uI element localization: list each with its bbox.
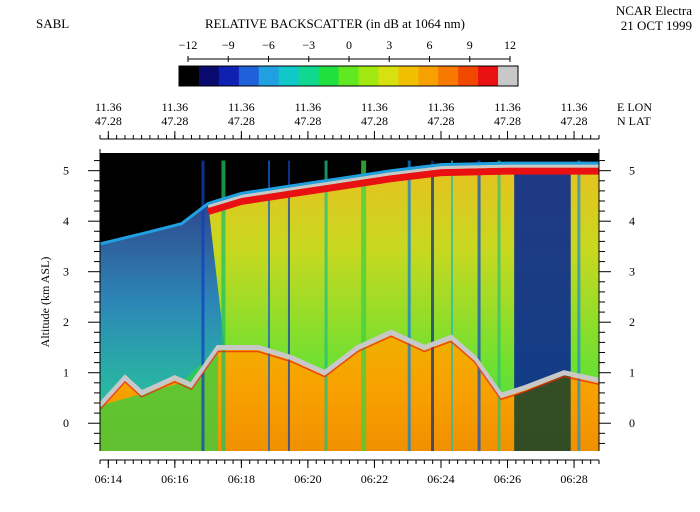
vertical-streak bbox=[497, 160, 501, 451]
y-tick-label-right: 5 bbox=[629, 164, 635, 178]
lon-tick-label: 11.36 bbox=[228, 100, 255, 114]
lon-tick-label: 11.36 bbox=[95, 100, 122, 114]
x-tick-label: 06:14 bbox=[95, 472, 122, 486]
x-tick-label: 06:26 bbox=[494, 472, 521, 486]
colorbar-swatch bbox=[498, 66, 519, 86]
colorbar-tick-label: 3 bbox=[386, 38, 392, 52]
lat-tick-label: 47.28 bbox=[561, 114, 588, 128]
lat-tick-label: 47.28 bbox=[161, 114, 188, 128]
colorbar-tick-label: −6 bbox=[262, 38, 275, 52]
lon-lat-axis: 11.3647.2811.3647.2811.3647.2811.3647.28… bbox=[95, 100, 652, 140]
colorbar-swatch bbox=[478, 66, 499, 86]
x-tick-label: 06:28 bbox=[560, 472, 587, 486]
x-tick-label: 06:18 bbox=[228, 472, 255, 486]
boundary-layer-edge-line bbox=[100, 335, 599, 411]
y-tick-label-right: 2 bbox=[629, 315, 635, 329]
colorbar-tick-label: 0 bbox=[346, 38, 352, 52]
platform-info: NCAR Electra 21 OCT 1999 bbox=[616, 3, 692, 33]
colorbar-tick-label: 9 bbox=[467, 38, 473, 52]
colorbar-swatch bbox=[278, 66, 300, 86]
plot-area bbox=[100, 153, 599, 451]
colorbar-swatch bbox=[318, 66, 340, 86]
colorbar-swatch bbox=[179, 66, 200, 86]
instrument-label: SABL bbox=[36, 16, 70, 31]
vertical-streak bbox=[577, 160, 581, 451]
lon-tick-label: 11.36 bbox=[561, 100, 588, 114]
colorbar-swatch bbox=[398, 66, 419, 86]
colorbar-swatch bbox=[418, 66, 439, 86]
aircraft-altitude-line bbox=[100, 161, 599, 246]
lat-tick-label: 47.28 bbox=[427, 114, 454, 128]
lon-tick-label: 11.36 bbox=[428, 100, 455, 114]
colorbar-swatch bbox=[458, 66, 479, 86]
colorbar-tick-label: −9 bbox=[222, 38, 235, 52]
vertical-streak bbox=[407, 160, 411, 451]
colorbar-title: RELATIVE BACKSCATTER (in dB at 1064 nm) bbox=[205, 16, 465, 31]
colorbar-swatch bbox=[338, 66, 359, 86]
y-tick-label-left: 3 bbox=[63, 265, 69, 279]
y-tick-label-right: 3 bbox=[629, 265, 635, 279]
colorbar-swatch bbox=[198, 66, 220, 86]
lat-tick-label: 47.28 bbox=[228, 114, 255, 128]
y-tick-label-left: 1 bbox=[63, 366, 69, 380]
x-tick-label: 06:24 bbox=[427, 472, 454, 486]
y-axis-label: Altitude (km ASL) bbox=[38, 257, 52, 348]
lat-axis-label: N LAT bbox=[617, 114, 651, 128]
y-tick-label-left: 2 bbox=[63, 315, 69, 329]
platform-name: NCAR Electra bbox=[615, 3, 692, 18]
y-tick-label-right: 0 bbox=[629, 416, 635, 430]
near-field-band bbox=[207, 167, 599, 215]
vertical-streak bbox=[201, 160, 205, 451]
vertical-streak bbox=[361, 160, 367, 451]
boundary-layer-top-line bbox=[100, 329, 599, 408]
lat-tick-label: 47.28 bbox=[95, 114, 122, 128]
boundary-layer-green-zone bbox=[100, 347, 219, 451]
vertical-streak bbox=[287, 160, 290, 451]
colorbar-swatch bbox=[438, 66, 459, 86]
flight-date: 21 OCT 1999 bbox=[620, 18, 692, 33]
colorbar-swatch bbox=[238, 66, 260, 86]
colorbar-tick-label: −3 bbox=[302, 38, 315, 52]
y-tick-label-left: 5 bbox=[63, 164, 69, 178]
clear-air-region bbox=[100, 203, 225, 404]
vertical-streak bbox=[221, 160, 226, 451]
boundary-layer-dark-zone bbox=[514, 372, 571, 451]
lon-tick-label: 11.36 bbox=[361, 100, 388, 114]
colorbar-tick-label: −12 bbox=[179, 38, 198, 52]
colorbar-frame bbox=[178, 65, 519, 87]
colorbar: −12 −9 −6 −3 0 3 6 9 12 bbox=[178, 38, 519, 87]
x-tick-label: 06:22 bbox=[361, 472, 388, 486]
lon-axis-label: E LON bbox=[617, 100, 652, 114]
vertical-streak bbox=[324, 160, 328, 451]
colorbar-swatch bbox=[358, 66, 379, 86]
y-tick-label-left: 4 bbox=[63, 214, 69, 228]
colorbar-tick-label: 12 bbox=[504, 38, 516, 52]
vertical-streak bbox=[431, 160, 435, 451]
lon-tick-label: 11.36 bbox=[162, 100, 189, 114]
lon-tick-label: 11.36 bbox=[295, 100, 322, 114]
saturation-band bbox=[207, 164, 599, 208]
vertical-streak bbox=[450, 160, 453, 451]
lat-tick-label: 47.28 bbox=[361, 114, 388, 128]
lat-tick-label: 47.28 bbox=[494, 114, 521, 128]
vertical-streak bbox=[267, 160, 270, 451]
colorbar-swatch bbox=[378, 66, 399, 86]
colorbar-swatch bbox=[298, 66, 320, 86]
colorbar-swatch bbox=[258, 66, 280, 86]
colorbar-tick-label: 6 bbox=[427, 38, 433, 52]
y-tick-label-right: 4 bbox=[629, 214, 635, 228]
vertical-streak bbox=[477, 160, 481, 451]
y-tick-label-left: 0 bbox=[63, 416, 69, 430]
x-tick-label: 06:20 bbox=[294, 472, 321, 486]
x-tick-label: 06:16 bbox=[161, 472, 188, 486]
lat-tick-label: 47.28 bbox=[294, 114, 321, 128]
lon-tick-label: 11.36 bbox=[494, 100, 521, 114]
y-tick-label-right: 1 bbox=[629, 366, 635, 380]
axes: 0 0 1 1 2 2 3 3 4 4 5 5 Altitude (km ASL) 06:14 06:16 0… bbox=[38, 149, 635, 486]
colorbar-swatch bbox=[218, 66, 240, 86]
